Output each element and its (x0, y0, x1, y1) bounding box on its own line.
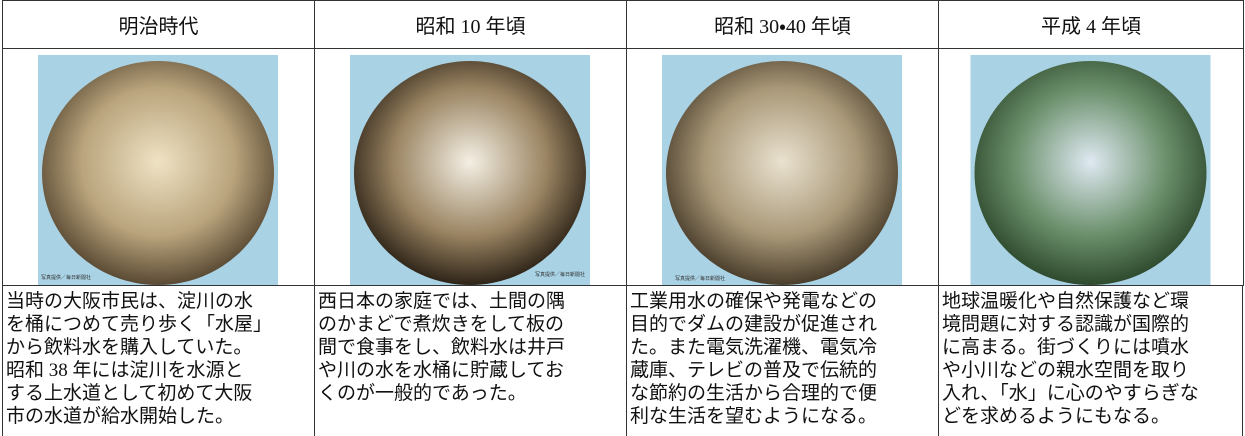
description-line: や川の水を水桶に貯蔵してお (318, 360, 564, 381)
description-line: な節約の生活から合理的で便 (630, 383, 878, 404)
description-line: 蔵庫、テレビの普及で伝統的 (630, 360, 878, 381)
description-line: のかまどで煮炊きをして板の (318, 314, 565, 335)
photo-credit: 写真提供／毎日新聞社 (41, 275, 92, 281)
photo-cell: 写真提供／毎日新聞社 (626, 48, 939, 286)
description-cell: 工業用水の確保や発電などの 目的でダムの建設が促進され た。また電気洗濯機、電気冷蔵… (626, 285, 939, 436)
description-line: た。また電気洗濯機、電気冷 (630, 337, 878, 358)
description-line: どを求めるようにもなる。 (942, 406, 1171, 427)
description-line: 入れ、「水」に心のやすらぎな (942, 383, 1199, 404)
description-line: 目的でダムの建設が促進され (630, 314, 878, 335)
photo-cell: 写真提供／毎日新聞社 (314, 48, 627, 286)
photo-circle (354, 61, 586, 285)
photo-cell: 写真提供／毎日新聞社 (2, 48, 315, 286)
column-header: 昭和 10 年頃 (314, 0, 627, 49)
description-line: 西日本の家庭では、土間の隅 (318, 291, 566, 312)
column-header: 平成 4 年頃 (938, 0, 1244, 49)
photo (662, 55, 902, 285)
description-cell: 当時の大阪市民は、淀川の水 を桶につめて売り歩く「水屋」 から飲料水を購入していた。… (2, 285, 315, 436)
description-line: 間で食事をし、飲料水は井戸 (318, 337, 566, 358)
description-line: 工業用水の確保や発電などの (630, 291, 878, 312)
photo-circle (974, 61, 1207, 285)
description-line: 利な生活を望むようになる。 (630, 406, 878, 427)
description-line: する上水道として初めて大阪 (6, 383, 253, 404)
photo-credit: 写真提供／毎日新聞社 (675, 276, 726, 282)
description-line: 地球温暖化や自然保護など環 (942, 291, 1190, 312)
description-line: を桶につめて売り歩く「水屋」 (6, 314, 273, 335)
photo (350, 55, 590, 285)
column-header: 明治時代 (2, 0, 315, 49)
description-cell: 西日本の家庭では、土間の隅 のかまどで煮炊きをして板の 間で食事をし、飲料水は井戸や… (314, 285, 627, 436)
description-cell: 地球温暖化や自然保護など環 境問題に対する認識が国際的 に高まる。街づくりには噴水や… (938, 285, 1243, 436)
photo (970, 55, 1211, 285)
photo-circle (666, 61, 898, 285)
photo-credit: 写真提供／毎日新聞社 (535, 272, 586, 278)
description-line: くのが一般的であった。 (318, 383, 527, 404)
description-line: 市の水道が給水開始した。 (6, 406, 235, 427)
photo-circle (42, 61, 274, 285)
photo-cell (938, 48, 1244, 286)
column-header: 昭和 30・40 年頃 (626, 0, 939, 49)
photo (38, 55, 278, 285)
description-line: 昭和 38 年には淀川を水源と (6, 360, 244, 381)
description-line: 境問題に対する認識が国際的 (942, 314, 1190, 335)
description-line: に高まる。街づくりには噴水 (942, 337, 1190, 358)
description-line: や小川などの親水空間を取り (942, 360, 1190, 381)
description-line: から飲料水を購入していた。 (6, 337, 253, 358)
description-line: 当時の大阪市民は、淀川の水 (6, 291, 254, 312)
